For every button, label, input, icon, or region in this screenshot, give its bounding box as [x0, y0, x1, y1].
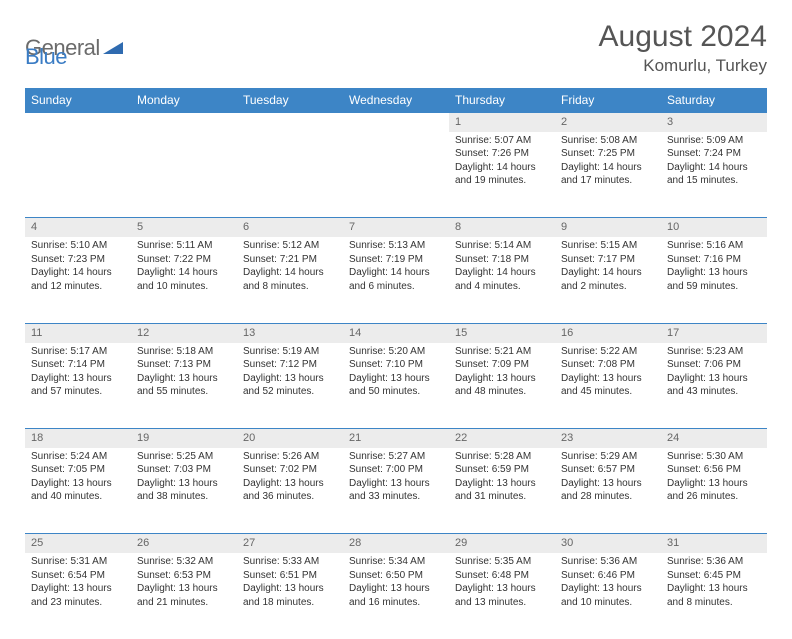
logo-triangle-icon — [103, 38, 123, 59]
day-number-cell: 5 — [131, 218, 237, 237]
day-detail-cell: Sunrise: 5:24 AMSunset: 7:05 PMDaylight:… — [25, 448, 131, 534]
day-detail-cell: Sunrise: 5:09 AMSunset: 7:24 PMDaylight:… — [661, 132, 767, 218]
day-number-cell: 13 — [237, 323, 343, 342]
day-header: Tuesday — [237, 88, 343, 113]
day-detail-cell: Sunrise: 5:33 AMSunset: 6:51 PMDaylight:… — [237, 553, 343, 639]
day-detail-cell: Sunrise: 5:10 AMSunset: 7:23 PMDaylight:… — [25, 237, 131, 323]
day-number-cell: 30 — [555, 534, 661, 553]
day-detail-cell: Sunrise: 5:07 AMSunset: 7:26 PMDaylight:… — [449, 132, 555, 218]
day-detail-cell: Sunrise: 5:26 AMSunset: 7:02 PMDaylight:… — [237, 448, 343, 534]
day-header: Wednesday — [343, 88, 449, 113]
day-number-cell: 16 — [555, 323, 661, 342]
logo-blue-wrap: Blue — [25, 44, 67, 70]
header: General August 2024 Komurlu, Turkey — [25, 20, 767, 76]
logo-text-blue: Blue — [25, 44, 67, 69]
day-detail-cell: Sunrise: 5:12 AMSunset: 7:21 PMDaylight:… — [237, 237, 343, 323]
day-header-row: Sunday Monday Tuesday Wednesday Thursday… — [25, 88, 767, 113]
day-number-cell: 2 — [555, 113, 661, 132]
day-number-cell: 27 — [237, 534, 343, 553]
day-detail-cell — [237, 132, 343, 218]
day-number-cell: 21 — [343, 429, 449, 448]
week-detail-row: Sunrise: 5:07 AMSunset: 7:26 PMDaylight:… — [25, 132, 767, 218]
day-detail-cell: Sunrise: 5:27 AMSunset: 7:00 PMDaylight:… — [343, 448, 449, 534]
day-number-cell: 22 — [449, 429, 555, 448]
day-number-cell: 10 — [661, 218, 767, 237]
week-daynum-row: 123 — [25, 113, 767, 132]
day-detail-cell: Sunrise: 5:21 AMSunset: 7:09 PMDaylight:… — [449, 343, 555, 429]
day-detail-cell: Sunrise: 5:30 AMSunset: 6:56 PMDaylight:… — [661, 448, 767, 534]
week-detail-row: Sunrise: 5:10 AMSunset: 7:23 PMDaylight:… — [25, 237, 767, 323]
day-number-cell: 12 — [131, 323, 237, 342]
day-number-cell: 4 — [25, 218, 131, 237]
week-daynum-row: 11121314151617 — [25, 323, 767, 342]
day-detail-cell: Sunrise: 5:28 AMSunset: 6:59 PMDaylight:… — [449, 448, 555, 534]
day-number-cell: 11 — [25, 323, 131, 342]
day-number-cell: 28 — [343, 534, 449, 553]
day-number-cell: 17 — [661, 323, 767, 342]
day-number-cell: 15 — [449, 323, 555, 342]
day-number-cell — [237, 113, 343, 132]
day-number-cell: 3 — [661, 113, 767, 132]
day-number-cell: 31 — [661, 534, 767, 553]
day-detail-cell: Sunrise: 5:29 AMSunset: 6:57 PMDaylight:… — [555, 448, 661, 534]
day-number-cell: 9 — [555, 218, 661, 237]
day-detail-cell: Sunrise: 5:18 AMSunset: 7:13 PMDaylight:… — [131, 343, 237, 429]
day-detail-cell: Sunrise: 5:13 AMSunset: 7:19 PMDaylight:… — [343, 237, 449, 323]
week-daynum-row: 25262728293031 — [25, 534, 767, 553]
day-detail-cell — [343, 132, 449, 218]
day-detail-cell: Sunrise: 5:31 AMSunset: 6:54 PMDaylight:… — [25, 553, 131, 639]
day-number-cell: 7 — [343, 218, 449, 237]
day-detail-cell: Sunrise: 5:35 AMSunset: 6:48 PMDaylight:… — [449, 553, 555, 639]
day-number-cell: 23 — [555, 429, 661, 448]
page-title: August 2024 — [599, 20, 767, 54]
day-number-cell — [25, 113, 131, 132]
day-detail-cell: Sunrise: 5:32 AMSunset: 6:53 PMDaylight:… — [131, 553, 237, 639]
week-detail-row: Sunrise: 5:17 AMSunset: 7:14 PMDaylight:… — [25, 343, 767, 429]
week-detail-row: Sunrise: 5:31 AMSunset: 6:54 PMDaylight:… — [25, 553, 767, 639]
day-number-cell: 18 — [25, 429, 131, 448]
day-number-cell — [131, 113, 237, 132]
day-detail-cell: Sunrise: 5:15 AMSunset: 7:17 PMDaylight:… — [555, 237, 661, 323]
day-number-cell: 14 — [343, 323, 449, 342]
title-block: August 2024 Komurlu, Turkey — [599, 20, 767, 76]
day-detail-cell: Sunrise: 5:14 AMSunset: 7:18 PMDaylight:… — [449, 237, 555, 323]
day-header: Sunday — [25, 88, 131, 113]
day-detail-cell: Sunrise: 5:17 AMSunset: 7:14 PMDaylight:… — [25, 343, 131, 429]
day-number-cell: 26 — [131, 534, 237, 553]
day-number-cell: 8 — [449, 218, 555, 237]
day-number-cell: 6 — [237, 218, 343, 237]
week-detail-row: Sunrise: 5:24 AMSunset: 7:05 PMDaylight:… — [25, 448, 767, 534]
week-daynum-row: 18192021222324 — [25, 429, 767, 448]
day-number-cell: 1 — [449, 113, 555, 132]
week-daynum-row: 45678910 — [25, 218, 767, 237]
day-number-cell: 19 — [131, 429, 237, 448]
day-detail-cell: Sunrise: 5:16 AMSunset: 7:16 PMDaylight:… — [661, 237, 767, 323]
day-detail-cell: Sunrise: 5:11 AMSunset: 7:22 PMDaylight:… — [131, 237, 237, 323]
day-detail-cell — [131, 132, 237, 218]
day-header: Thursday — [449, 88, 555, 113]
day-detail-cell — [25, 132, 131, 218]
day-number-cell: 20 — [237, 429, 343, 448]
day-detail-cell: Sunrise: 5:36 AMSunset: 6:45 PMDaylight:… — [661, 553, 767, 639]
day-detail-cell: Sunrise: 5:34 AMSunset: 6:50 PMDaylight:… — [343, 553, 449, 639]
calendar-table: Sunday Monday Tuesday Wednesday Thursday… — [25, 88, 767, 639]
day-detail-cell: Sunrise: 5:19 AMSunset: 7:12 PMDaylight:… — [237, 343, 343, 429]
day-header: Friday — [555, 88, 661, 113]
day-detail-cell: Sunrise: 5:23 AMSunset: 7:06 PMDaylight:… — [661, 343, 767, 429]
day-header: Saturday — [661, 88, 767, 113]
day-detail-cell: Sunrise: 5:25 AMSunset: 7:03 PMDaylight:… — [131, 448, 237, 534]
location-label: Komurlu, Turkey — [599, 56, 767, 76]
day-detail-cell: Sunrise: 5:36 AMSunset: 6:46 PMDaylight:… — [555, 553, 661, 639]
day-detail-cell: Sunrise: 5:20 AMSunset: 7:10 PMDaylight:… — [343, 343, 449, 429]
day-detail-cell: Sunrise: 5:22 AMSunset: 7:08 PMDaylight:… — [555, 343, 661, 429]
day-header: Monday — [131, 88, 237, 113]
day-number-cell: 24 — [661, 429, 767, 448]
day-number-cell: 25 — [25, 534, 131, 553]
day-number-cell: 29 — [449, 534, 555, 553]
day-detail-cell: Sunrise: 5:08 AMSunset: 7:25 PMDaylight:… — [555, 132, 661, 218]
day-number-cell — [343, 113, 449, 132]
